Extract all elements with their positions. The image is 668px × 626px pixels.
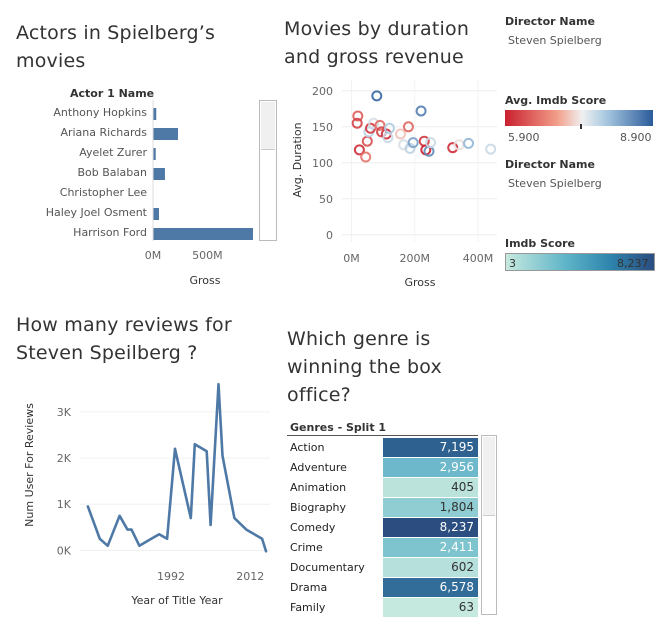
- actor-label: Bob Balaban: [77, 166, 147, 179]
- score-color-ramp: [505, 253, 655, 271]
- imdb-legend-min: 5.900: [508, 131, 540, 144]
- director-filter-value[interactable]: Steven Spielberg: [508, 34, 602, 47]
- scatter-point[interactable]: [352, 110, 364, 122]
- actor-label: Harrison Ford: [73, 226, 147, 239]
- actors-scrollbar[interactable]: [259, 100, 277, 241]
- actor-bar[interactable]: [153, 168, 165, 180]
- scatter-x-axis-title: Gross: [405, 276, 436, 289]
- genre-name: Adventure: [290, 461, 347, 474]
- actor-label: Haley Joel Osment: [45, 206, 147, 219]
- actors-chart-title: Actors in Spielberg’s movies: [16, 22, 216, 72]
- scatter-point[interactable]: [425, 137, 437, 149]
- reviews-line[interactable]: [86, 382, 268, 553]
- genre-name: Crime: [290, 541, 323, 554]
- genre-name: Biography: [290, 501, 347, 514]
- genre-name: Animation: [290, 481, 347, 494]
- imdb-legend-title: Avg. Imdb Score: [505, 94, 607, 107]
- actor-bar[interactable]: [153, 128, 178, 140]
- genre-name: Action: [290, 441, 325, 454]
- genre-name: Comedy: [290, 521, 336, 534]
- genre-value-cell[interactable]: 8,237: [383, 518, 478, 537]
- scatter-y-tick: 50: [319, 193, 333, 206]
- scatter-x-tick: 0M: [343, 252, 360, 265]
- actor-label: Ariana Richards: [60, 126, 147, 139]
- genre-value-cell[interactable]: 1,804: [383, 498, 478, 517]
- reviews-y-tick: 0K: [57, 544, 72, 557]
- scatter-x-tick: 200M: [400, 252, 431, 265]
- imdb-legend-max: 8.900: [620, 131, 652, 144]
- scatter-point[interactable]: [368, 117, 380, 129]
- scatter-point[interactable]: [407, 137, 419, 149]
- scatter-point[interactable]: [371, 90, 383, 102]
- scatter-y-axis-title: Avg. Duration: [291, 122, 304, 197]
- actors-x-tick: 0M: [145, 249, 162, 262]
- reviews-y-tick: 2K: [57, 452, 72, 465]
- actor-bar[interactable]: [153, 228, 253, 240]
- scatter-point[interactable]: [383, 122, 395, 134]
- scatter-point[interactable]: [374, 119, 386, 131]
- scatter-x-tick: 400M: [463, 252, 494, 265]
- scatter-point[interactable]: [395, 128, 407, 140]
- actors-x-tick: 500M: [192, 249, 223, 262]
- reviews-y-axis-title: Num User For Reviews: [23, 403, 36, 527]
- actor-label: Ayelet Zurer: [79, 146, 147, 159]
- scatter-y-tick: 100: [312, 157, 333, 170]
- genre-value-cell[interactable]: 2,411: [383, 538, 478, 557]
- genre-name: Documentary: [290, 561, 365, 574]
- reviews-x-tick: 1992: [157, 570, 185, 583]
- scatter-point[interactable]: [447, 142, 459, 154]
- genre-value-cell[interactable]: 405: [383, 478, 478, 497]
- genre-value-cell[interactable]: 602: [383, 558, 478, 577]
- reviews-y-tick: 1K: [57, 498, 72, 511]
- reviews-x-tick: 2012: [236, 570, 264, 583]
- scatter-chart-title: Movies by duration and gross revenue: [284, 18, 470, 68]
- scatter-point[interactable]: [351, 117, 363, 129]
- scatter-point[interactable]: [485, 143, 497, 155]
- actors-x-axis-title: Gross: [190, 274, 221, 287]
- genre-name: Family: [290, 601, 326, 614]
- scatter-y-tick: 200: [312, 85, 333, 98]
- reviews-y-tick: 3K: [57, 406, 72, 419]
- imdb-ramp-marker: [580, 124, 582, 129]
- genre-header-rule: [287, 435, 478, 436]
- scatter-point[interactable]: [463, 137, 475, 149]
- reviews-x-axis-title: Year of Title Year: [130, 594, 223, 607]
- genre-chart-title: Which genre is winning the box office?: [287, 328, 442, 406]
- actor-bar[interactable]: [153, 108, 157, 120]
- scatter-point[interactable]: [415, 105, 427, 117]
- genre-value-cell[interactable]: 7,195: [383, 438, 478, 457]
- genre-value-cell[interactable]: 63: [383, 598, 478, 617]
- genre-scrollbar-thumb[interactable]: [483, 437, 495, 516]
- scatter-y-tick: 0: [326, 229, 333, 242]
- reviews-chart-title: How many reviews for Steven Speilberg ?: [16, 314, 232, 364]
- actor-bar[interactable]: [153, 148, 156, 160]
- genre-column-header: Genres - Split 1: [290, 421, 387, 434]
- scatter-point[interactable]: [402, 121, 414, 133]
- scatter-point[interactable]: [404, 142, 416, 154]
- actor-label: Anthony Hopkins: [53, 106, 147, 119]
- genre-scrollbar[interactable]: [481, 435, 497, 615]
- genre-value-cell[interactable]: 6,578: [383, 578, 478, 597]
- director-filter-value-2[interactable]: Steven Spielberg: [508, 177, 602, 190]
- scatter-point[interactable]: [353, 144, 365, 156]
- actors-scrollbar-thumb[interactable]: [261, 102, 275, 150]
- genre-value-cell[interactable]: 2,956: [383, 458, 478, 477]
- actor-bar[interactable]: [153, 208, 159, 220]
- score-legend-title: Imdb Score: [505, 237, 576, 250]
- score-legend-min: 3: [509, 257, 516, 270]
- director-filter-label-2: Director Name: [505, 158, 595, 171]
- scatter-y-tick: 150: [312, 121, 333, 134]
- score-legend-max: 8,237: [617, 257, 649, 270]
- genre-name: Drama: [290, 581, 328, 594]
- scatter-point[interactable]: [360, 151, 372, 163]
- actor-column-header: Actor 1 Name: [70, 87, 155, 100]
- actor-label: Christopher Lee: [59, 186, 147, 199]
- imdb-color-ramp: [505, 110, 653, 126]
- director-filter-label: Director Name: [505, 15, 595, 28]
